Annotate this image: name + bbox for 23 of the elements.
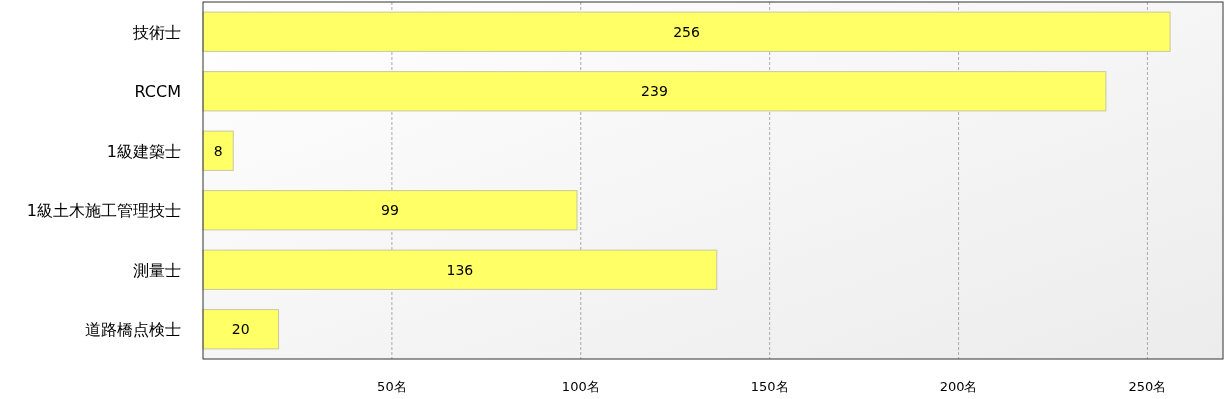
bar: [202, 309, 280, 350]
x-tick-label: 250名: [1128, 379, 1167, 394]
y-tick-label: RCCM: [134, 82, 181, 102]
y-tick-label: 1級土木施工管理技士: [26, 201, 181, 221]
y-tick-label: 技術士: [132, 22, 181, 42]
y-tick-label: 測量士: [133, 260, 181, 280]
data-label: 99: [381, 202, 399, 219]
y-tick-label: 道路橋点検士: [85, 320, 181, 340]
data-label: 256: [673, 23, 700, 40]
bar: [202, 71, 1107, 112]
x-tick-label: 150名: [750, 379, 789, 394]
x-tick-label: 100名: [561, 379, 600, 394]
data-label: 239: [641, 83, 668, 100]
bar: [202, 130, 234, 171]
bar: [202, 249, 718, 290]
data-label: 136: [446, 261, 474, 278]
data-label: 20: [231, 321, 250, 338]
y-tick-label: 1級建築士: [106, 141, 181, 161]
data-label: 8: [213, 142, 223, 159]
bar: [202, 190, 578, 231]
x-tick-label: 200名: [939, 379, 978, 394]
x-tick-label: 50名: [377, 379, 407, 394]
bar: [202, 11, 1171, 52]
